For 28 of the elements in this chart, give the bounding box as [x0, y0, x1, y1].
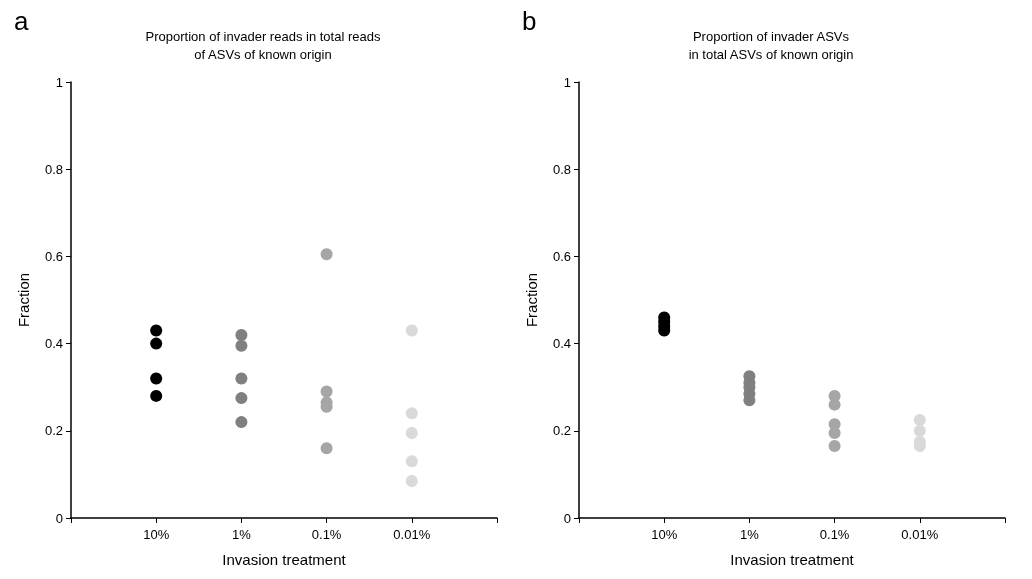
y-tick-label: 0.4 [552, 336, 571, 352]
y-tick-label: 1 [55, 74, 63, 90]
y-tick-label: 0.2 [552, 423, 571, 439]
x-tick-label: 10% [651, 527, 678, 542]
x-tick-label: 10% [143, 527, 170, 542]
x-axis-title: Invasion treatment [222, 551, 347, 568]
text: a [14, 6, 29, 36]
y-tick-label: 0.6 [44, 248, 63, 264]
chart-title: Proportion of invader ASVs in total ASVs of known origin [688, 28, 854, 62]
y-tick-label: 0.2 [44, 423, 63, 439]
x-tick-label: 0.1% [819, 527, 850, 542]
y-tick-label: 0.4 [44, 336, 63, 352]
y-tick-label: 0.8 [552, 161, 571, 177]
y-tick-label: 0 [55, 510, 63, 526]
x-tick-label: 0.01% [393, 527, 431, 542]
y-axis-title: Fraction [523, 272, 540, 328]
y-tick-label: 0 [563, 510, 571, 526]
y-tick-label: 1 [563, 74, 571, 90]
x-axis-title: Invasion treatment [730, 551, 855, 568]
x-tick-label: 0.1% [311, 527, 342, 542]
x-tick-label: 1% [740, 527, 760, 542]
text: b [522, 6, 537, 36]
x-tick-label: 0.01% [901, 527, 939, 542]
y-tick-label: 0.6 [552, 248, 571, 264]
y-axis-title: Fraction [15, 272, 32, 328]
chart-title: Proportion of invader reads in total reads of ASVs of known origin [145, 28, 381, 62]
x-tick-label: 1% [232, 527, 252, 542]
y-tick-label: 0.8 [44, 161, 63, 177]
